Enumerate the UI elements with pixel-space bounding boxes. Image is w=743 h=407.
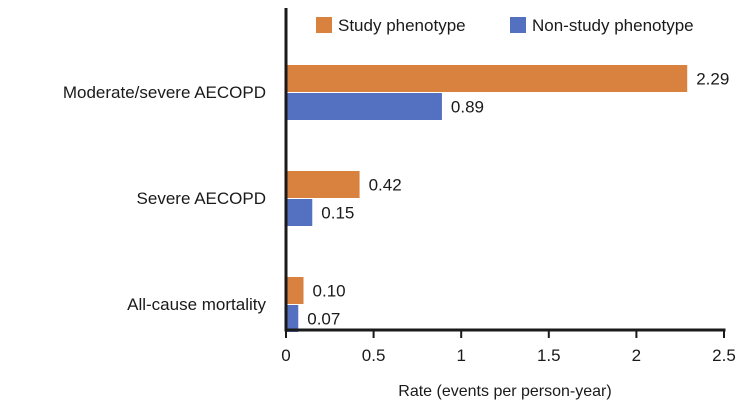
- bar: [287, 199, 313, 226]
- data-label: 0.42: [369, 176, 402, 195]
- x-tick-label: 2: [632, 346, 641, 365]
- bar: [287, 93, 442, 120]
- data-label: 0.10: [313, 282, 346, 301]
- x-axis-ticks: 0 0.5 1 1.5 2 2.5: [281, 330, 736, 365]
- category-label: Severe AECOPD: [137, 189, 266, 208]
- data-labels: 2.29 0.42 0.10 0.89 0.15 0.07: [307, 70, 729, 329]
- category-label: Moderate/severe AECOPD: [63, 83, 266, 102]
- x-tick-label: 0.5: [362, 346, 386, 365]
- data-label: 2.29: [696, 70, 729, 89]
- legend-label: Non-study phenotype: [532, 16, 694, 35]
- x-tick-label: 1.5: [537, 346, 561, 365]
- category-labels: Moderate/severe AECOPD Severe AECOPD All-c…: [63, 83, 267, 314]
- x-axis-title: Rate (events per person-year): [398, 383, 611, 400]
- data-label: 0.15: [321, 204, 354, 223]
- bar: [287, 171, 360, 198]
- bar: [287, 65, 688, 92]
- category-label: All-cause mortality: [127, 295, 266, 314]
- legend-label: Study phenotype: [338, 16, 466, 35]
- data-label: 0.07: [307, 310, 340, 329]
- data-label: 0.89: [451, 98, 484, 117]
- bar: [287, 277, 304, 304]
- x-tick-label: 0: [281, 346, 290, 365]
- legend: Study phenotype Non-study phenotype: [316, 16, 694, 35]
- legend-swatch: [316, 17, 332, 33]
- x-tick-label: 1: [456, 346, 465, 365]
- bars: [287, 65, 688, 332]
- x-tick-label: 2.5: [712, 346, 736, 365]
- legend-swatch: [510, 17, 526, 33]
- bar: [287, 305, 299, 332]
